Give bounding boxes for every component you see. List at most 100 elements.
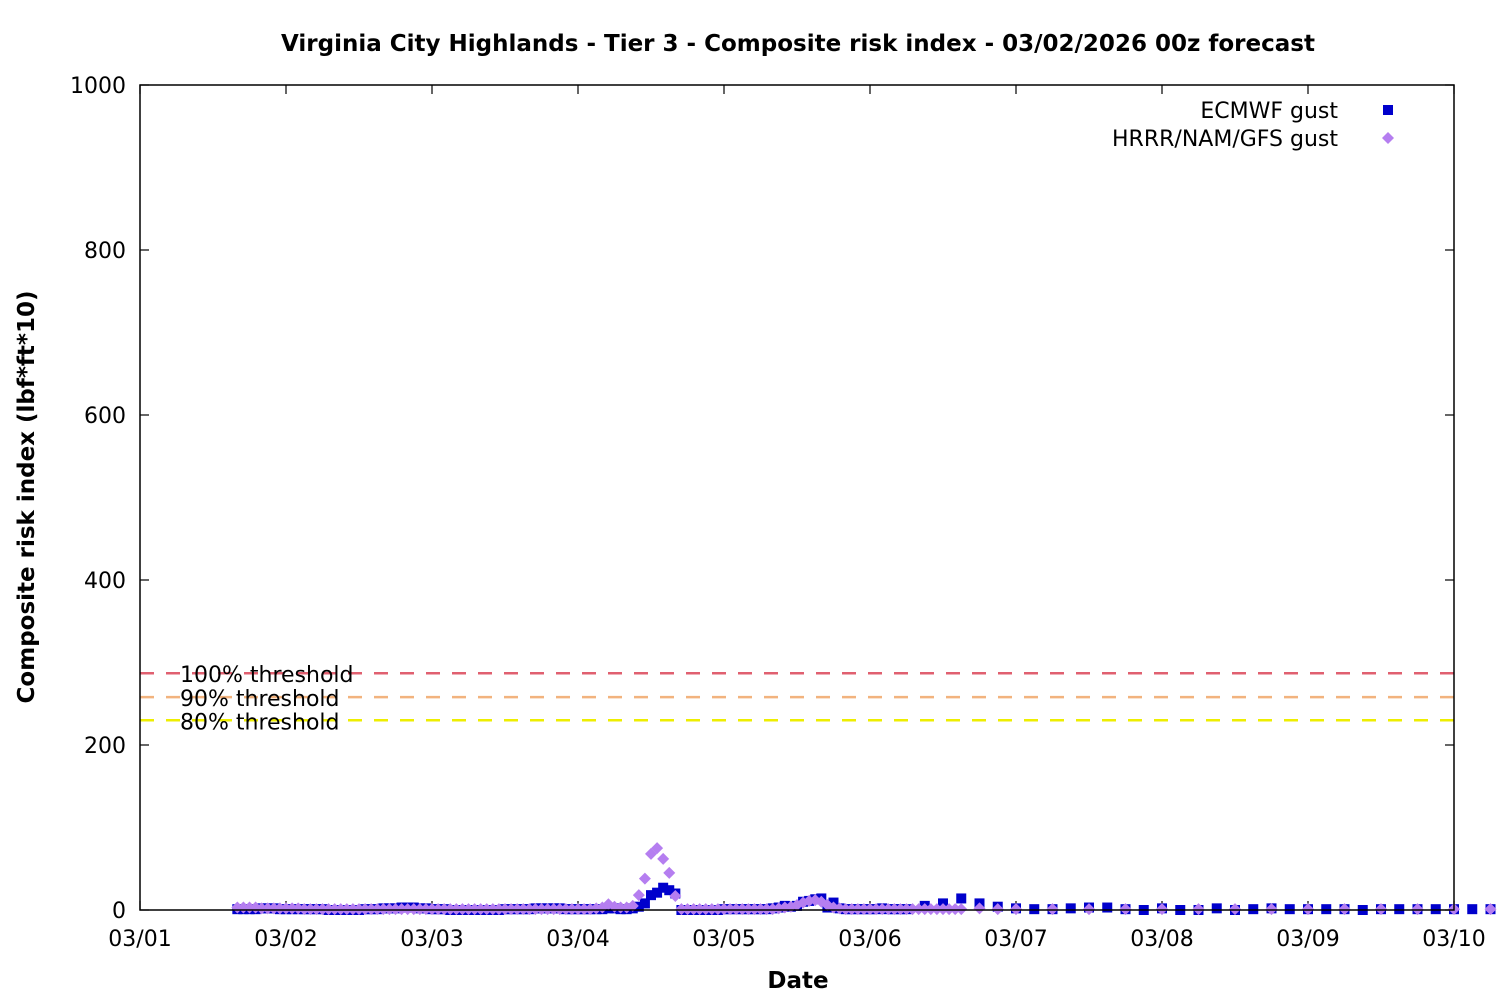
y-tick-label: 0 — [112, 899, 126, 924]
hrrr-point — [1411, 903, 1424, 916]
legend-square-marker — [1383, 105, 1393, 115]
hrrr-point — [730, 903, 743, 916]
hrrr-point — [736, 903, 749, 916]
ecmwf-point — [1430, 904, 1441, 915]
hrrr-point — [687, 903, 700, 916]
hrrr-point — [486, 903, 499, 916]
hrrr-point — [724, 903, 737, 916]
hrrr-point — [499, 903, 511, 916]
legend-label: ECMWF gust — [1200, 99, 1338, 124]
x-axis-label: Date — [767, 968, 828, 994]
hrrr-point — [401, 903, 414, 916]
x-tick-label: 03/06 — [838, 927, 901, 952]
hrrr-point — [553, 903, 566, 916]
hrrr-point — [1338, 903, 1351, 916]
hrrr-point — [760, 903, 773, 916]
hrrr-point — [669, 889, 682, 902]
hrrr-point — [261, 902, 274, 915]
hrrr-point — [547, 903, 560, 916]
hrrr-point — [657, 852, 670, 865]
hrrr-point — [973, 902, 986, 915]
hrrr-point — [1375, 903, 1387, 916]
hrrr-point — [912, 903, 925, 916]
hrrr-point — [955, 903, 968, 916]
ecmwf-point — [1211, 903, 1222, 914]
plot-frame — [139, 84, 1455, 911]
hrrr-point — [480, 903, 493, 916]
ecmwf-point — [652, 887, 663, 898]
x-tick-label: 03/04 — [546, 927, 609, 952]
hrrr-point — [426, 903, 438, 916]
hrrr-point — [1046, 903, 1059, 916]
hrrr-point — [578, 903, 591, 916]
hrrr-point — [438, 903, 451, 916]
hrrr-point — [371, 903, 384, 916]
hrrr-point — [857, 903, 870, 916]
hrrr-point — [742, 903, 755, 916]
data-points — [231, 842, 1497, 916]
hrrr-point — [267, 902, 280, 915]
x-tick-label: 03/07 — [984, 927, 1047, 952]
hrrr-point — [1083, 903, 1095, 916]
ecmwf-point — [1065, 903, 1076, 914]
hrrr-point — [304, 903, 317, 916]
x-tick-label: 03/09 — [1276, 927, 1339, 952]
hrrr-point — [754, 903, 767, 916]
series-1 — [231, 842, 1497, 916]
hrrr-point — [383, 903, 396, 916]
y-axis-label: Composite risk index (lbf*ft*10) — [14, 291, 40, 704]
hrrr-point — [517, 903, 530, 916]
threshold-label: 100% threshold — [180, 663, 354, 688]
hrrr-point — [991, 903, 1004, 916]
hrrr-point — [949, 903, 962, 916]
hrrr-point — [924, 903, 937, 916]
hrrr-point — [1119, 903, 1132, 916]
x-tick-label: 03/10 — [1422, 927, 1485, 952]
hrrr-point — [407, 903, 420, 916]
hrrr-point — [328, 903, 341, 916]
hrrr-point — [705, 903, 718, 916]
hrrr-point — [432, 903, 445, 916]
x-tick-label: 03/02 — [254, 927, 317, 952]
ecmwf-point — [633, 901, 644, 912]
ecmwf-point — [956, 893, 967, 904]
hrrr-point — [468, 903, 481, 916]
hrrr-point — [353, 903, 365, 916]
ecmwf-point — [664, 885, 675, 896]
hrrr-point — [365, 903, 378, 916]
hrrr-point — [359, 903, 372, 916]
hrrr-point — [626, 899, 639, 912]
hrrr-point — [419, 903, 432, 916]
hrrr-point — [894, 903, 907, 916]
hrrr-point — [474, 903, 487, 916]
hrrr-point — [529, 903, 542, 916]
y-tick-label: 800 — [84, 239, 126, 264]
ecmwf-point — [1029, 904, 1040, 915]
hrrr-point — [322, 903, 335, 916]
y-tick-label: 1000 — [70, 74, 126, 99]
hrrr-point — [711, 903, 724, 916]
ecmwf-point — [658, 882, 669, 893]
hrrr-point — [748, 903, 761, 916]
hrrr-point — [1156, 903, 1168, 916]
x-tick-label: 03/08 — [1130, 927, 1193, 952]
hrrr-point — [334, 903, 347, 916]
hrrr-point — [699, 903, 712, 916]
hrrr-point — [280, 902, 292, 915]
hrrr-point — [572, 903, 584, 916]
hrrr-point — [638, 872, 651, 885]
hrrr-point — [918, 903, 931, 916]
y-tick-label: 200 — [84, 734, 126, 759]
threshold-label: 90% threshold — [180, 687, 340, 712]
hrrr-point — [900, 903, 913, 916]
hrrr-point — [273, 902, 286, 915]
hrrr-point — [413, 903, 426, 916]
ecmwf-point — [646, 890, 656, 901]
hrrr-point — [888, 903, 901, 916]
hrrr-point — [876, 903, 889, 916]
hrrr-point — [346, 903, 359, 916]
x-tick-label: 03/01 — [108, 927, 171, 952]
hrrr-point — [340, 903, 353, 916]
axis-ticks: 03/01 03/02 03/03 03/04 03/05 03/06 03/07 03/08… — [70, 74, 1486, 952]
